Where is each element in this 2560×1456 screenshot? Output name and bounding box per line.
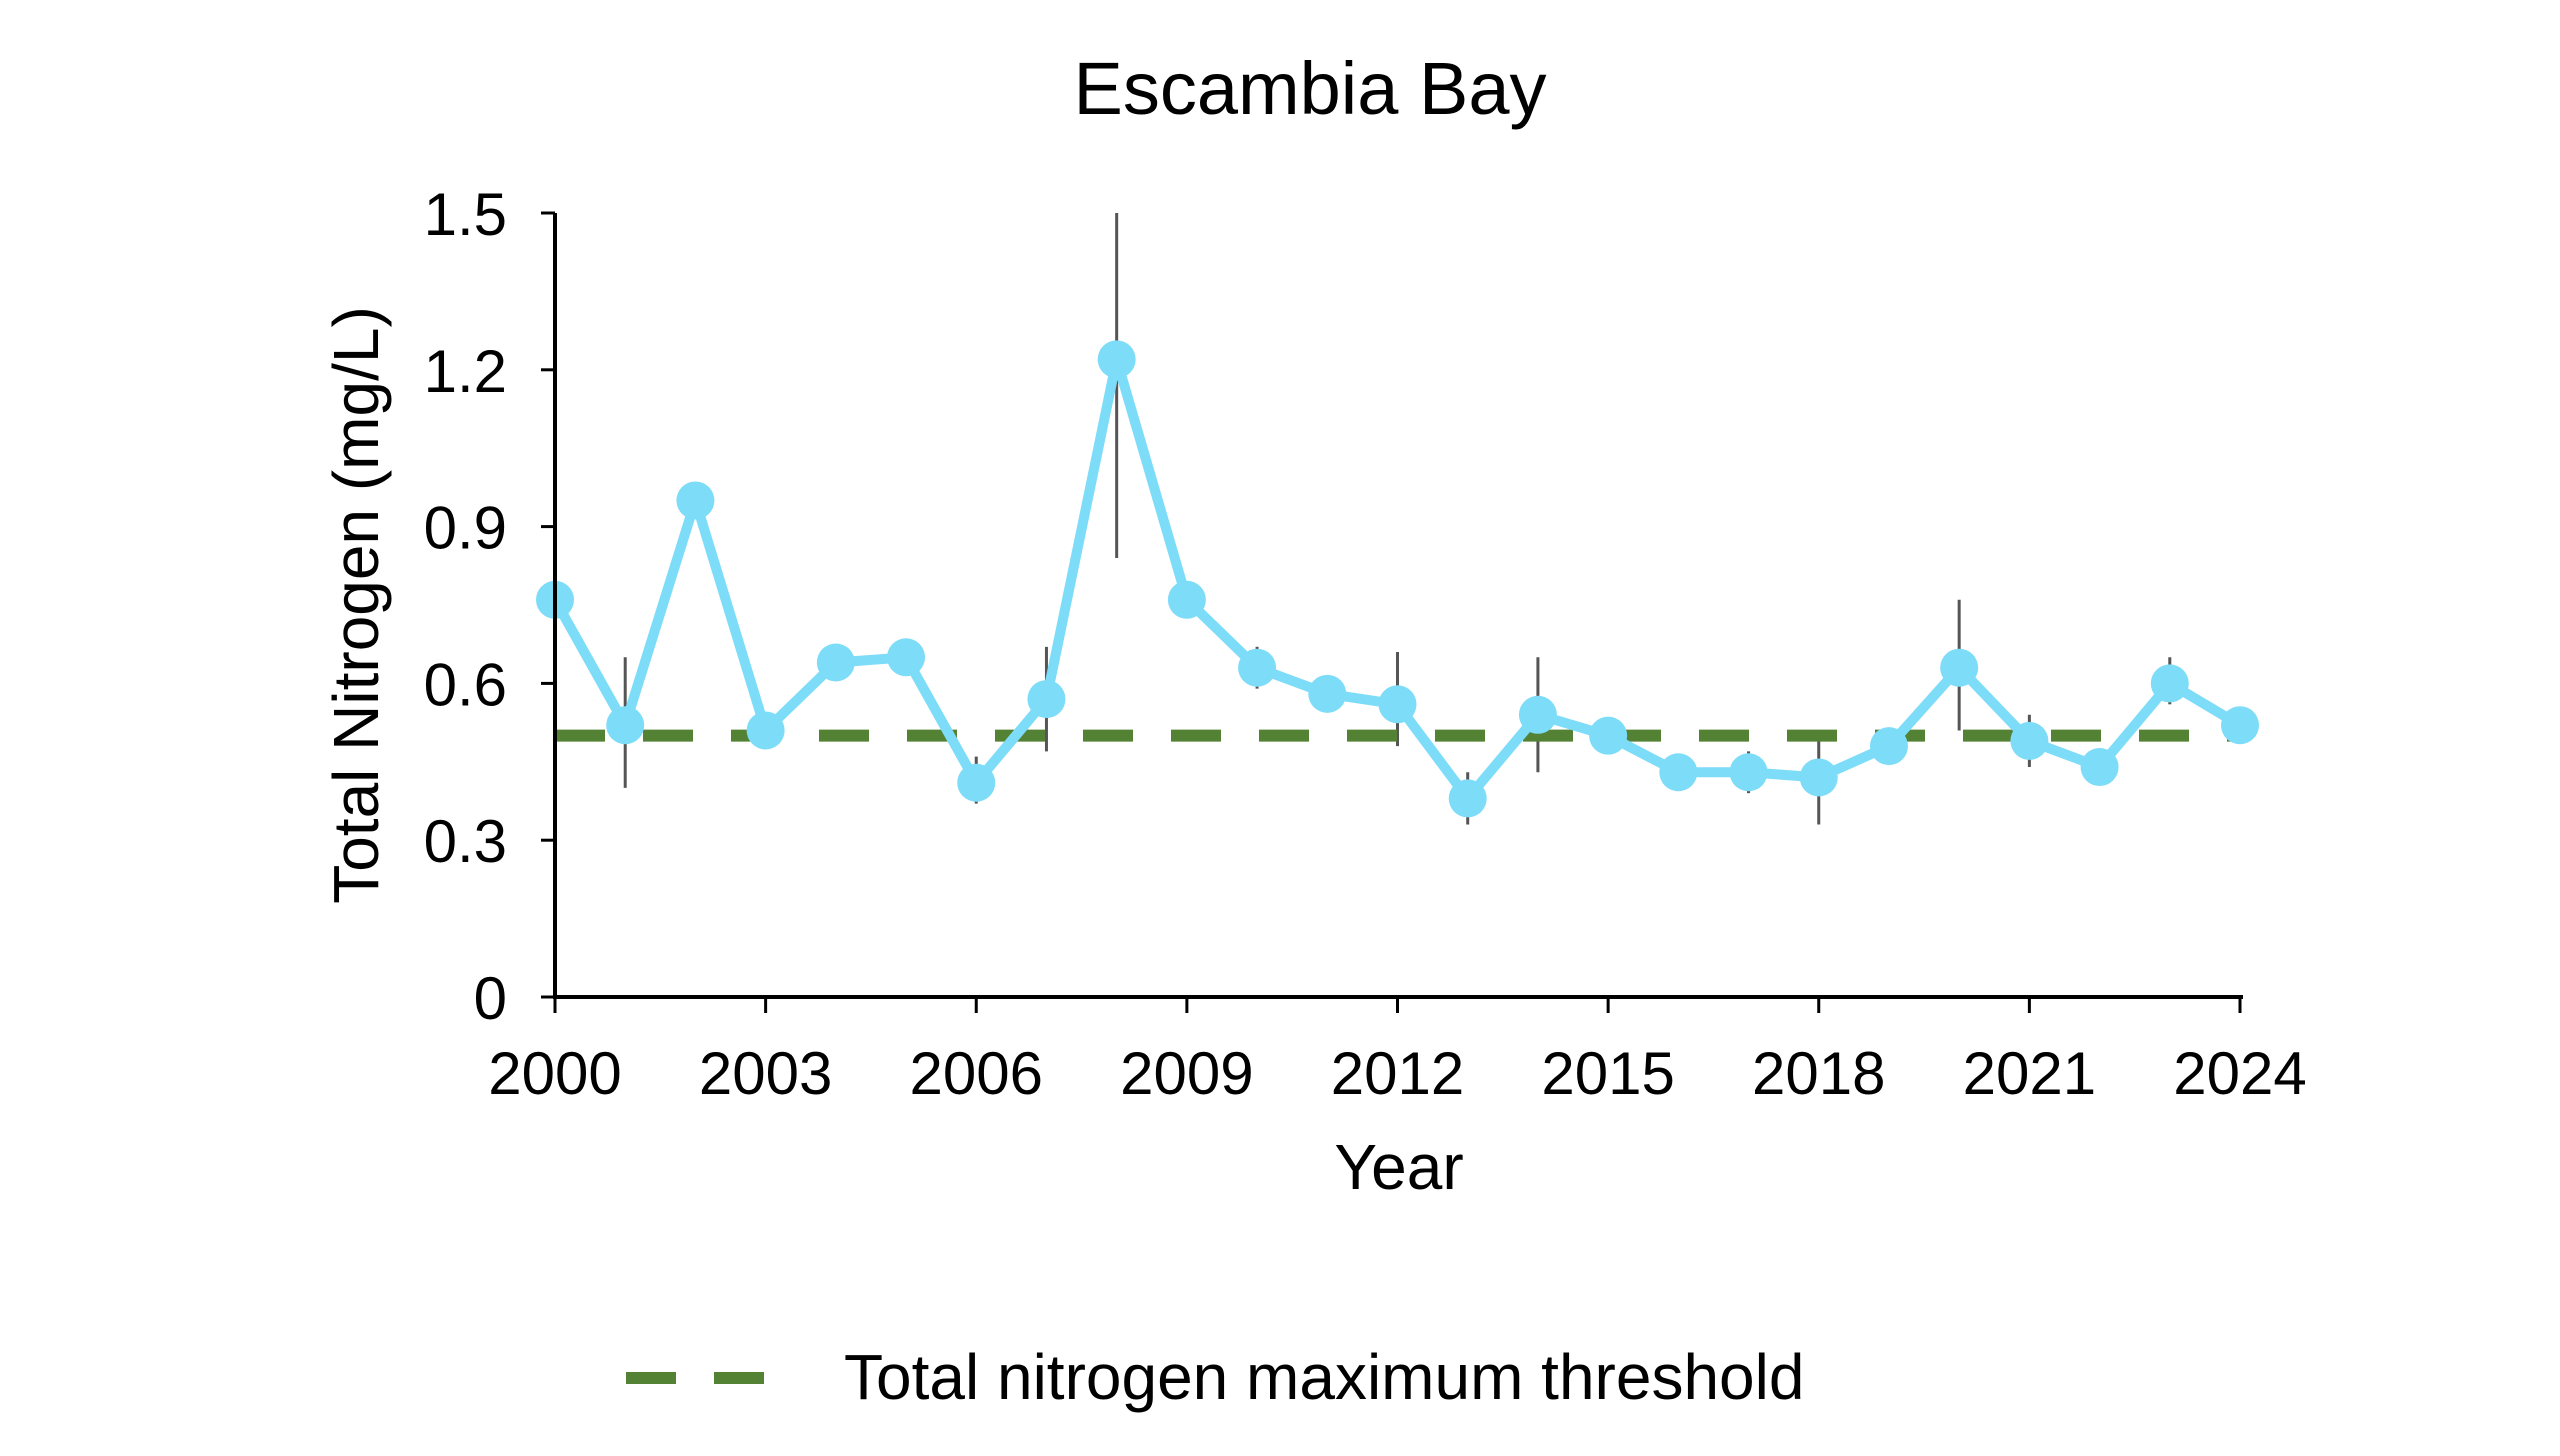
data-point: [1308, 674, 1347, 713]
data-point: [2221, 706, 2259, 745]
data-markers: [536, 340, 2259, 818]
x-tick-label: 2018: [1752, 1040, 1885, 1107]
data-point: [746, 711, 785, 750]
data-point: [1659, 753, 1698, 792]
data-point: [676, 481, 715, 520]
y-tick-label: 0.3: [424, 808, 507, 875]
data-point: [606, 706, 645, 745]
data-point: [2150, 664, 2189, 703]
data-point: [1518, 695, 1557, 734]
axis-ticks: 0 0.3 0.6 0.9 1.2 1.5 2000 2003 2006 2009 2012 2015…: [424, 181, 2307, 1107]
x-tick-label: 2000: [488, 1040, 621, 1107]
x-tick-label: 2009: [1120, 1040, 1253, 1107]
x-tick-label: 2006: [910, 1040, 1043, 1107]
x-tick-label: 2012: [1331, 1040, 1464, 1107]
data-point: [1027, 680, 1066, 719]
x-tick-label: 2021: [1963, 1040, 2096, 1107]
data-point: [1167, 580, 1206, 619]
data-point: [1589, 716, 1628, 755]
data-point: [1799, 758, 1838, 797]
data-point: [2010, 721, 2049, 760]
data-point: [1238, 648, 1277, 687]
x-tick-label: 2015: [1541, 1040, 1674, 1107]
axes: [553, 213, 2243, 999]
data-point: [957, 763, 996, 802]
x-tick-label: 2024: [2173, 1040, 2306, 1107]
data-point: [2080, 748, 2119, 787]
data-point: [1378, 685, 1417, 724]
y-tick-label: 1.5: [424, 181, 507, 248]
data-point: [816, 643, 855, 682]
y-tick-label: 0.6: [424, 651, 507, 718]
y-tick-label: 0: [474, 965, 507, 1032]
data-point: [1869, 727, 1908, 766]
data-point: [1097, 340, 1136, 379]
data-point: [1729, 753, 1768, 792]
y-tick-label: 1.2: [424, 338, 507, 405]
y-axis-label: Total Nitrogen (mg/L): [320, 306, 392, 904]
data-point: [1940, 648, 1979, 687]
data-point: [1448, 779, 1487, 818]
legend-label-threshold: Total nitrogen maximum threshold: [844, 1341, 1804, 1413]
y-tick-label: 0.9: [424, 495, 507, 562]
x-axis-label: Year: [1334, 1131, 1463, 1203]
data-point: [887, 638, 926, 677]
chart-title: Escambia Bay: [1074, 47, 1547, 130]
legend: Total nitrogen maximum threshold: [626, 1341, 1804, 1413]
x-tick-label: 2003: [699, 1040, 832, 1107]
